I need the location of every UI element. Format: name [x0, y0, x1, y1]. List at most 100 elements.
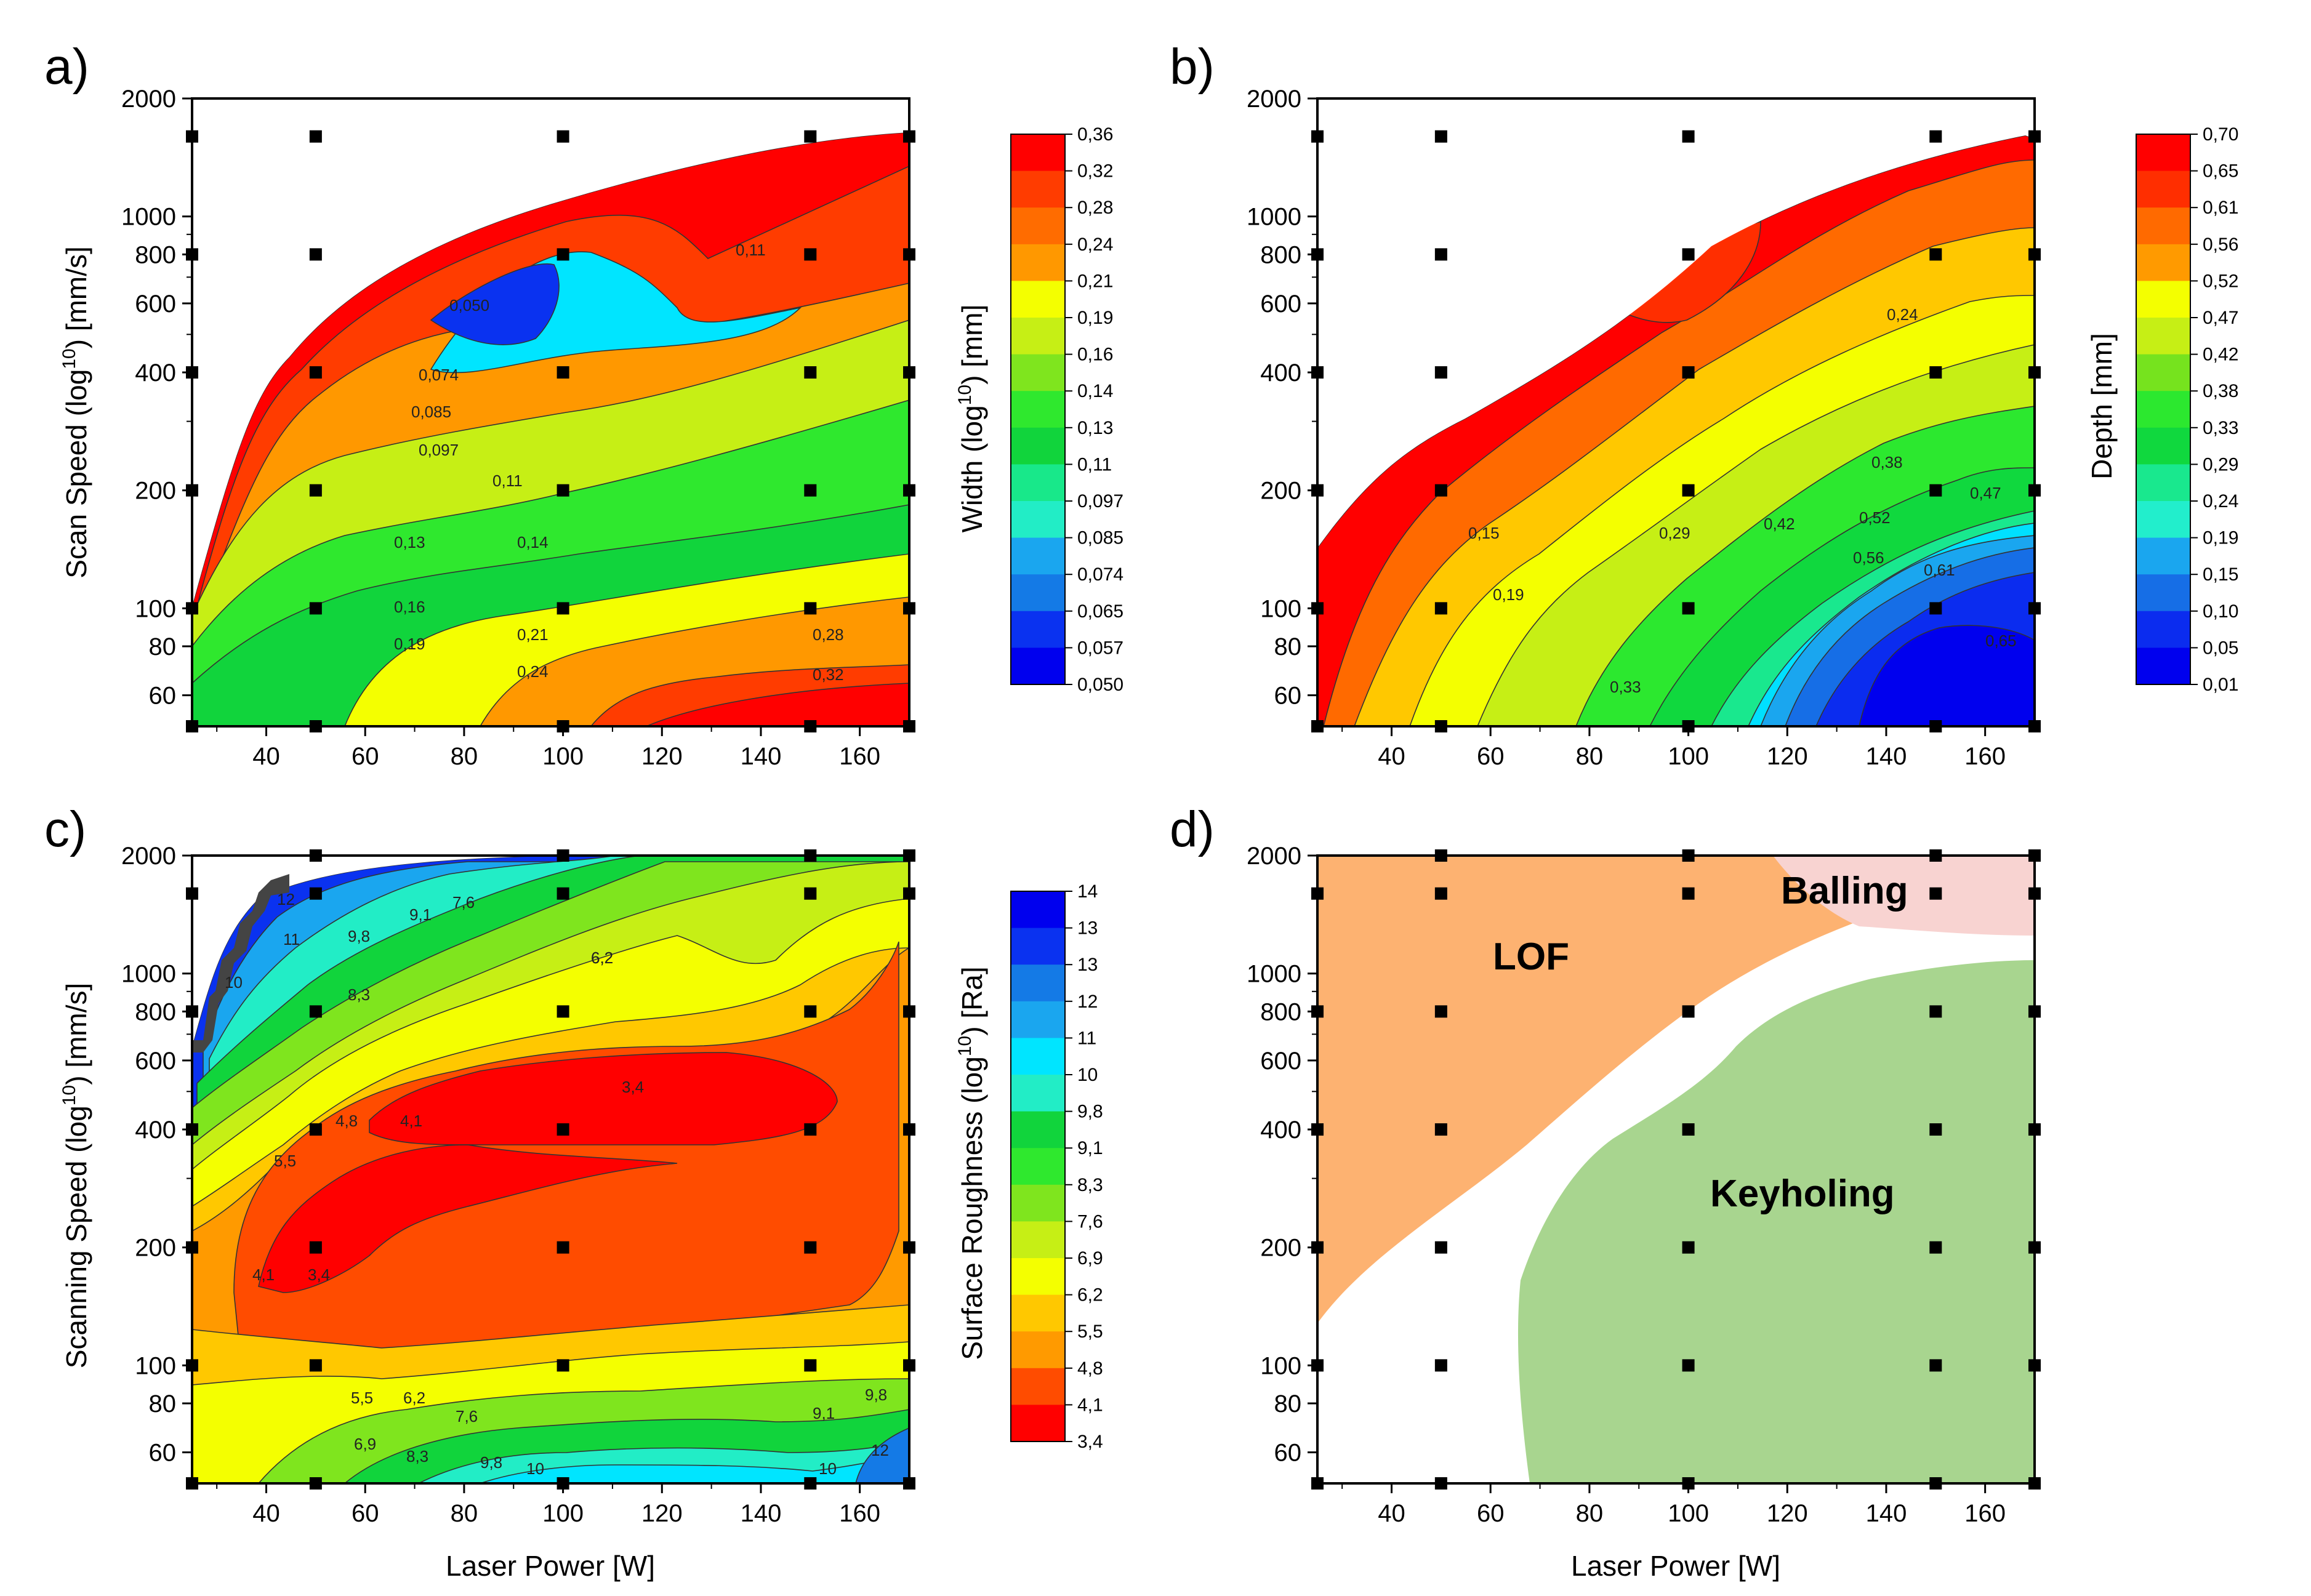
contour-label-b-10: 0,65 [1985, 632, 2017, 650]
colorbar-swatch-a-6 [1011, 354, 1065, 391]
colorbar-label-a-11: 0,085 [1077, 528, 1123, 548]
point-d-2-2 [1682, 1241, 1695, 1254]
point-d-0-2 [1682, 1477, 1695, 1490]
point-c-6-2 [557, 849, 569, 862]
panel-label-c: c) [44, 801, 86, 857]
point-a-3-3 [804, 366, 817, 379]
point-c-3-4 [903, 1123, 915, 1136]
contour-label-c-9: 4,8 [336, 1112, 358, 1130]
colorbar-swatch-b-10 [2136, 501, 2190, 539]
colorbar-label-c-9: 7,6 [1077, 1211, 1103, 1232]
x-tick-label-b-5: 140 [1866, 743, 1907, 770]
point-b-3-3 [1929, 366, 1942, 379]
x-tick-label-a-5: 140 [741, 743, 782, 770]
colorbar-swatch-a-10 [1011, 501, 1065, 539]
contour-label-c-21: 10 [526, 1459, 544, 1478]
contour-label-c-17: 7,6 [456, 1407, 478, 1426]
x-tick-label-b-3: 100 [1668, 743, 1709, 770]
x-tick-label-a-6: 160 [839, 743, 880, 770]
point-b-0-1 [1434, 720, 1447, 732]
colorbar-swatch-c-12 [1011, 1331, 1065, 1369]
point-a-2-0 [186, 484, 198, 497]
colorbar-label-a-2: 0,28 [1077, 198, 1113, 218]
y-tick-label-a-7: 1000 [121, 204, 176, 231]
contour-label-c-6: 8,3 [348, 985, 370, 1004]
y-tick-label-c-4: 400 [135, 1117, 176, 1144]
point-c-0-3 [804, 1477, 817, 1490]
colorbar-swatch-c-0 [1011, 891, 1065, 929]
colorbar-swatch-c-9 [1011, 1221, 1065, 1259]
width-blue-pocket [430, 263, 560, 345]
region-label-balling: Balling [1781, 870, 1908, 912]
region-lof [1317, 856, 1853, 1323]
contour-label-c-25: 12 [871, 1441, 889, 1459]
axis-frame-c [191, 854, 910, 1485]
panel-label-d: d) [1170, 801, 1215, 857]
colorbar-label-c-3: 12 [1077, 992, 1098, 1012]
point-b-2-3 [1929, 484, 1942, 497]
y-tick-label-a-3: 200 [135, 478, 176, 505]
point-d-1-3 [1929, 1359, 1942, 1372]
x-tick-label-d-1: 60 [1477, 1500, 1505, 1527]
y-tick-label-b-7: 1000 [1247, 204, 1301, 231]
point-d-5-1 [1434, 887, 1447, 900]
x-tick-label-d-0: 40 [1378, 1500, 1405, 1527]
panel-label-a: a) [44, 39, 89, 95]
colorbar-title-b: Depth [mm] [2086, 333, 2118, 479]
contour-label-c-2: 10 [225, 973, 243, 992]
point-b-0-3 [1929, 720, 1942, 732]
colorbar-swatch-c-10 [1011, 1258, 1065, 1296]
point-c-3-2 [557, 1123, 569, 1136]
colorbar-swatch-a-14 [1011, 648, 1065, 685]
colorbar-label-c-0: 14 [1077, 881, 1098, 902]
y-tick-label-d-5: 600 [1260, 1048, 1301, 1075]
region-label-lof: LOF [1493, 936, 1569, 978]
point-c-1-4 [903, 1359, 915, 1372]
y-axis-d: 60 80 100 200 400 600 800 1000 2000 [1247, 843, 1317, 1467]
point-b-4-2 [1682, 248, 1695, 261]
y-tick-label-a-4: 400 [135, 359, 176, 387]
y-tick-label-d-6: 800 [1260, 998, 1301, 1025]
y-axis-a: 60 80 100 200 400 600 800 1000 2000 [121, 86, 192, 710]
y-axis-c: 60 80 100 200 400 600 800 1000 2000 [121, 843, 192, 1467]
colorbar-swatch-b-3 [2136, 244, 2190, 281]
colorbar-swatch-a-2 [1011, 207, 1065, 245]
contour-label-c-14: 3,4 [308, 1265, 330, 1284]
point-d-1-0 [1311, 1359, 1324, 1372]
x-axis-a: 40 60 80 100 120 140 160 [216, 726, 880, 770]
y-tick-label-b-8: 2000 [1247, 86, 1301, 113]
y-tick-label-c-3: 200 [135, 1235, 176, 1262]
point-b-0-2 [1682, 720, 1695, 732]
colorbar-swatch-a-11 [1011, 537, 1065, 575]
contour-label-c-0: 12 [277, 890, 295, 908]
point-c-2-4 [903, 1241, 915, 1254]
x-tick-label-b-4: 120 [1767, 743, 1808, 770]
contour-label-a-12: 0,28 [813, 625, 844, 644]
contour-label-b-11: 0,33 [1610, 678, 1641, 696]
point-b-3-0 [1311, 366, 1324, 379]
contour-label-c-23: 9,8 [865, 1385, 887, 1404]
y-tick-label-c-0: 60 [149, 1440, 177, 1467]
colorbar-swatch-a-3 [1011, 244, 1065, 281]
point-b-3-4 [2028, 366, 2041, 379]
colorbar-label-a-7: 0,14 [1077, 381, 1113, 401]
colorbar-label-a-15: 0,050 [1077, 675, 1123, 695]
colorbar-swatch-a-8 [1011, 427, 1065, 465]
colorbar-label-c-6: 9,8 [1077, 1102, 1103, 1122]
point-b-1-1 [1434, 602, 1447, 615]
point-b-4-0 [1311, 248, 1324, 261]
point-a-1-4 [903, 602, 915, 615]
colorbar-swatch-b-5 [2136, 318, 2190, 355]
point-a-4-4 [903, 248, 915, 261]
contour-label-a-0: 0,050 [449, 296, 489, 315]
colorbar-label-a-12: 0,074 [1077, 564, 1123, 585]
y-tick-label-d-3: 200 [1260, 1235, 1301, 1262]
point-d-3-2 [1682, 1123, 1695, 1136]
x-tick-label-c-0: 40 [252, 1500, 280, 1527]
point-a-4-0 [186, 248, 198, 261]
x-tick-label-b-2: 80 [1576, 743, 1604, 770]
y-tick-label-c-2: 100 [135, 1352, 176, 1379]
colorbar-swatch-a-7 [1011, 391, 1065, 428]
point-c-2-1 [309, 1241, 322, 1254]
